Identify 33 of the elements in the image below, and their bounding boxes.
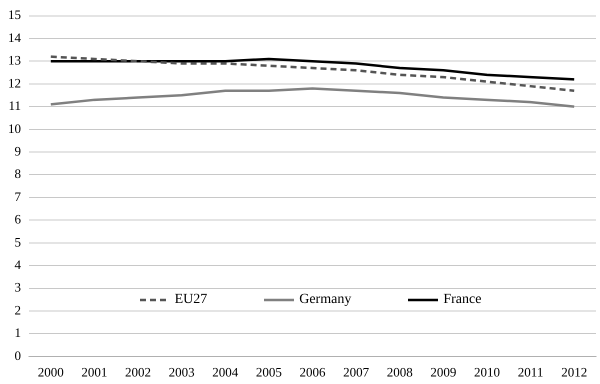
y-tick-label: 14 <box>8 30 22 45</box>
legend-label: EU27 <box>174 292 208 308</box>
y-tick-label: 13 <box>8 52 21 68</box>
x-tick-label: 2010 <box>474 364 500 380</box>
legend-label: Germany <box>299 292 352 308</box>
line-series <box>50 55 576 92</box>
y-tick-label: 11 <box>8 98 21 114</box>
y-tick-label: 6 <box>14 212 22 227</box>
x-tick-label: 2012 <box>561 364 588 380</box>
x-tick-label: 2011 <box>518 364 544 380</box>
y-tick-label: 9 <box>14 143 21 158</box>
legend-label: France <box>443 292 482 308</box>
x-tick-label: 2005 <box>256 364 282 380</box>
y-tick-label: 4 <box>14 256 22 272</box>
x-tick-label: 2002 <box>125 364 152 380</box>
y-tick-label: 0 <box>14 348 21 363</box>
x-tick-label: 2004 <box>212 364 239 380</box>
y-tick-label: 10 <box>8 120 21 136</box>
y-tick-label: 5 <box>14 234 21 250</box>
x-tick-label: 2009 <box>430 364 456 380</box>
y-tick-label: 12 <box>8 75 21 90</box>
y-tick-label: 15 <box>8 7 21 22</box>
x-tick-label: 2007 <box>343 364 370 380</box>
x-tick-label: 2000 <box>38 364 64 380</box>
x-tick-label: 2001 <box>81 364 108 380</box>
y-tick-label: 3 <box>14 280 21 295</box>
x-tick-label: 2003 <box>168 364 195 380</box>
x-tick-label: 2006 <box>300 364 326 380</box>
y-tick-label: 1 <box>14 325 21 340</box>
x-tick-label: 2008 <box>386 364 413 380</box>
y-tick-label: 2 <box>14 302 21 318</box>
y-tick-label: 8 <box>14 166 21 182</box>
y-tick-label: 7 <box>14 188 22 204</box>
